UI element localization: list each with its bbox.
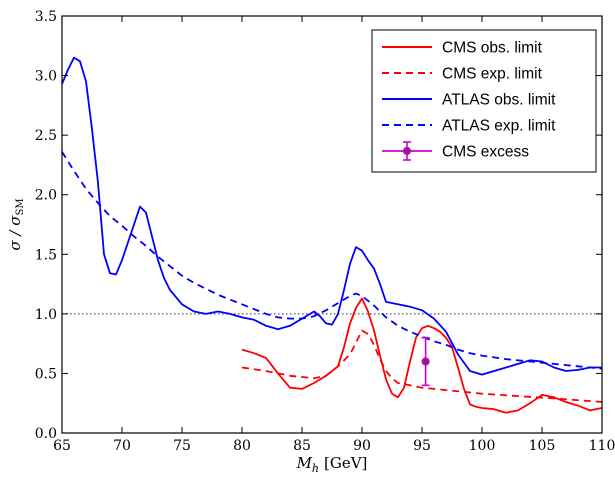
x-tick-label: 95: [413, 438, 431, 454]
x-axis-label-sub: h: [312, 462, 319, 475]
y-tick-label: 1.0: [35, 307, 57, 323]
series-line-1: [241, 329, 602, 403]
legend-label-2: ATLAS obs. limit: [442, 92, 556, 109]
x-tick-label: 85: [293, 438, 311, 454]
excess-point-layer: [421, 336, 430, 387]
x-tick-label: 65: [53, 438, 71, 454]
x-tick-label: 100: [469, 438, 496, 454]
y-tick-label: 3.5: [35, 9, 57, 25]
x-tick-label: 110: [589, 438, 615, 454]
x-tick-label: 90: [353, 438, 371, 454]
y-tick-label: 2.5: [35, 128, 57, 144]
y-axis-label-main: σ / σ: [6, 215, 24, 251]
x-axis-label: Mh [GeV]: [296, 454, 368, 475]
legend-label-4: CMS excess: [442, 144, 529, 161]
legend-label-3: ATLAS exp. limit: [442, 118, 556, 135]
x-tick-label: 70: [113, 438, 131, 454]
series-line-3: [62, 151, 602, 370]
y-axis-label-sub: SM: [15, 198, 26, 215]
plot-frame: [61, 15, 603, 434]
legend-handle-4-marker: [402, 146, 412, 156]
x-axis-label-main: M: [296, 454, 313, 472]
x-tick-label: 75: [173, 438, 191, 454]
tick-labels-layer: 65 70 75 80 85 90 95 100 105 110 0.0 0.5 1.0 1.5 2.0 2.…: [35, 9, 615, 454]
y-axis-label: σ / σSM: [6, 198, 26, 250]
legend-label-1: CMS exp. limit: [442, 66, 543, 83]
series-layer: [62, 56, 602, 414]
y-tick-label: 2.0: [35, 188, 57, 204]
excess-marker: [421, 357, 430, 366]
y-tick-label: 1.5: [35, 247, 57, 263]
x-tick-label: 80: [233, 438, 251, 454]
legend: CMS obs. limit CMS exp. limit ATLAS obs. l…: [371, 29, 597, 173]
x-axis-label-unit: [GeV]: [324, 454, 367, 472]
y-tick-label: 0.5: [35, 366, 57, 382]
legend-label-0: CMS obs. limit: [442, 40, 543, 57]
series-line-0: [241, 297, 602, 414]
y-tick-label: 3.0: [35, 69, 57, 85]
legend-items: CMS obs. limit CMS exp. limit ATLAS obs. l…: [382, 40, 556, 161]
y-tick-label: 0.0: [35, 426, 57, 442]
x-tick-label: 105: [529, 438, 556, 454]
ticks-layer: [61, 15, 603, 434]
